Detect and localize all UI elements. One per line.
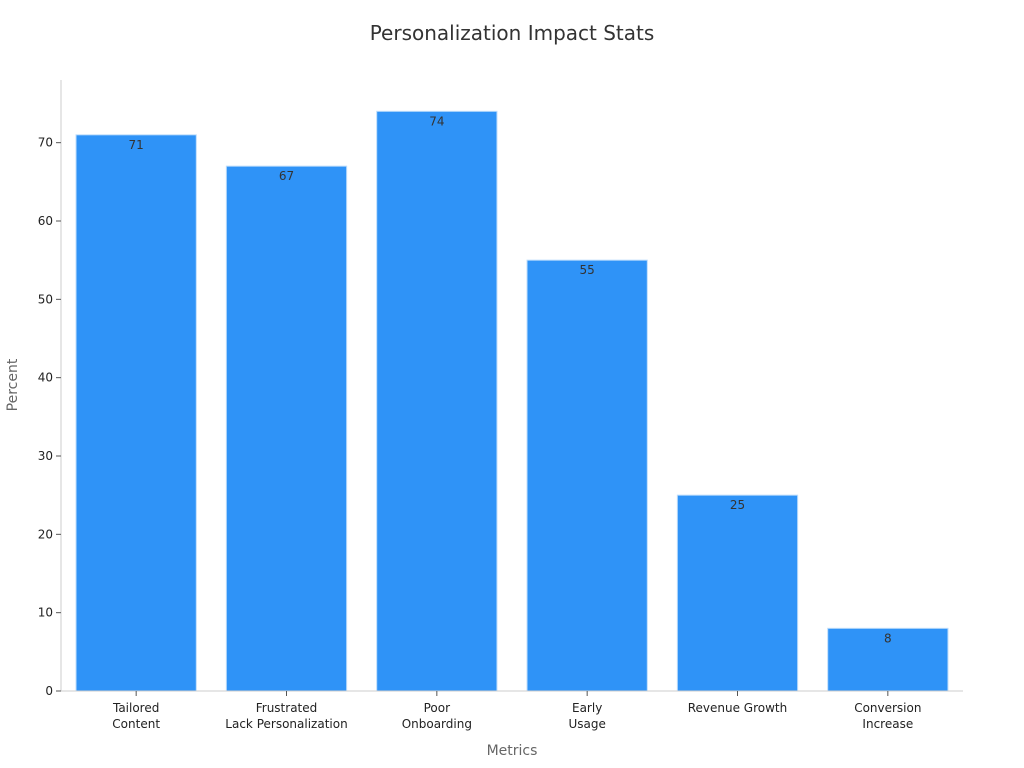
y-tick-label-0: 0: [45, 684, 53, 698]
data-label-2: 74: [429, 114, 444, 128]
y-tick-label-1: 10: [38, 606, 53, 620]
data-label-1: 67: [279, 169, 294, 183]
y-tick-label-2: 20: [38, 527, 53, 541]
y-tick-label-4: 40: [38, 371, 53, 385]
y-axis-label: Percent: [5, 358, 21, 411]
y-tick-label-3: 30: [38, 449, 53, 463]
bar-3: [526, 259, 648, 692]
y-tick-label-7: 70: [38, 136, 53, 150]
data-label-5: 8: [884, 631, 892, 645]
x-axis-label: Metrics: [487, 743, 538, 759]
bar-5: [827, 627, 949, 692]
x-tick-label-1: Frustrated Lack Personalization: [225, 701, 347, 731]
data-label-0: 71: [129, 138, 144, 152]
x-tick-label-2: Poor Onboarding: [402, 701, 472, 731]
y-tick-label-5: 50: [38, 292, 53, 306]
data-label-4: 25: [730, 498, 745, 512]
x-tick-label-5: Conversion Increase: [854, 701, 921, 731]
bar-1: [225, 165, 348, 692]
x-tick-label-0: Tailored Content: [112, 701, 160, 731]
data-labels-group: 71 67 74 55 25 8: [129, 114, 892, 645]
y-ticks-group: 0 10 20 30 40 50 60 70: [38, 136, 61, 698]
chart-title: Personalization Impact Stats: [370, 21, 655, 45]
bars-group: [75, 110, 949, 692]
data-label-3: 55: [580, 263, 595, 277]
bar-2: [376, 110, 498, 692]
bar-0: [75, 134, 197, 692]
y-tick-label-6: 60: [38, 214, 53, 228]
x-tick-label-3: Early Usage: [568, 701, 605, 731]
bar-4: [676, 494, 799, 692]
x-ticks-group: Tailored Content Frustrated Lack Personaliz…: [112, 691, 921, 731]
x-tick-label-4: Revenue Growth: [688, 701, 788, 715]
